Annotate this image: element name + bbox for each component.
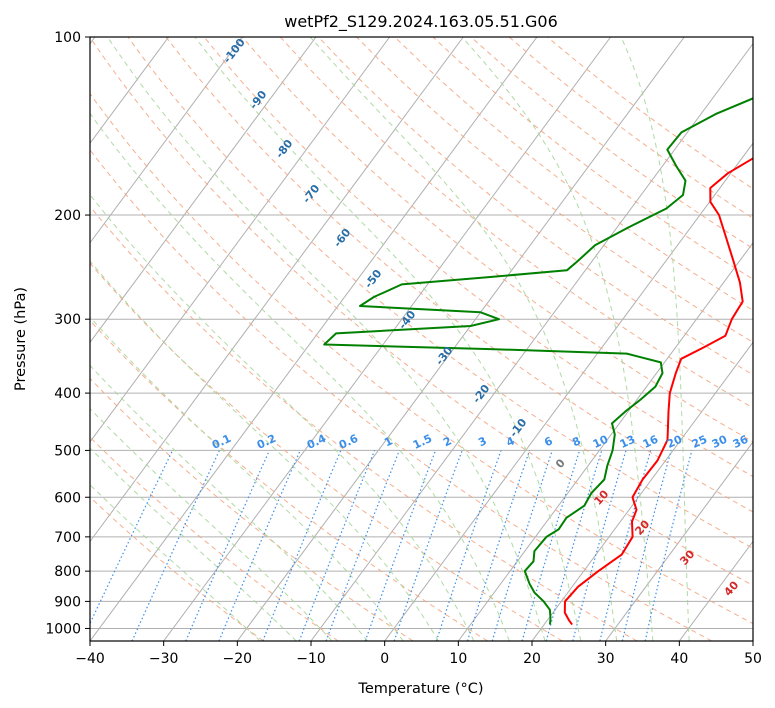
moist-adiabat — [90, 260, 439, 641]
moist-adiabat — [90, 447, 297, 641]
moist-adiabat — [90, 407, 333, 641]
dry-adiabat — [356, 37, 753, 343]
mixing-ratio-label: 25 — [690, 433, 709, 451]
y-axis-label: Pressure (hPa) — [13, 287, 29, 391]
mixing-ratio-line — [545, 450, 603, 641]
y-tick-label: 800 — [54, 564, 81, 580]
mixing-ratio-line — [621, 450, 672, 641]
x-tick-label: 0 — [380, 651, 389, 667]
mixing-ratio-label: 30 — [710, 433, 730, 451]
isotherm-line — [605, 441, 753, 641]
mixing-ratio-line — [218, 450, 301, 641]
mixing-ratio-line — [572, 450, 627, 641]
moist-adiabat — [90, 484, 261, 641]
isotherm-line — [531, 341, 753, 641]
isotherm-line — [236, 37, 685, 641]
x-axis-label: Temperature (°C) — [357, 681, 483, 697]
mixing-ratio-line — [435, 450, 502, 641]
dry-adiabat — [165, 37, 753, 513]
x-tick-label: −40 — [75, 651, 105, 667]
temperature-profile — [563, 157, 753, 626]
dewpoint-profile — [323, 97, 753, 625]
moist-adiabat — [90, 112, 510, 641]
x-tick-label: −10 — [296, 651, 326, 667]
isotherm-grid — [90, 37, 753, 641]
x-tick-label: 20 — [523, 651, 541, 667]
isotherm-line — [90, 37, 391, 443]
dry-adiabat — [90, 37, 753, 587]
mixing-ratio-line — [599, 450, 652, 641]
y-tick-label: 200 — [54, 208, 81, 224]
x-tick-label: 40 — [670, 651, 688, 667]
moist-adiabat — [90, 193, 475, 641]
mixing-ratio-line — [491, 450, 553, 641]
mixing-ratio-label: 10 — [591, 433, 611, 451]
mixing-ratio-lines — [90, 450, 693, 641]
y-tick-label: 400 — [54, 386, 81, 402]
y-axis: 1000 900 800 700 600 500 400 300 200 100 — [45, 30, 90, 637]
dry-adiabat — [127, 37, 753, 549]
mixing-ratio-line — [644, 450, 693, 641]
dry-adiabat — [90, 92, 753, 625]
isotherm-line — [384, 142, 753, 641]
x-tick-label: 50 — [744, 651, 762, 667]
x-tick-label: 30 — [597, 651, 615, 667]
dry-adiabat — [90, 149, 712, 641]
y-tick-label: 1000 — [45, 621, 81, 637]
mixing-ratio-line — [262, 450, 342, 641]
dry-adiabat — [90, 377, 414, 641]
moist-adiabat — [107, 37, 546, 641]
isotherm-line — [90, 37, 170, 145]
plot-area: -100-90-80-70-60-50-40-30-20-100.1 0.2 0.4… — [90, 37, 753, 641]
chart-title: wetPf2_S129.2024.163.05.51.G06 — [284, 12, 558, 32]
y-tick-label: 600 — [54, 490, 81, 506]
moist-adiabat — [90, 364, 369, 641]
mixing-ratio-label: 16 — [641, 433, 661, 451]
dry-adiabat — [318, 37, 753, 376]
isotherm-line — [457, 241, 753, 641]
isotherm-line — [90, 37, 243, 244]
moist-adiabat — [620, 37, 690, 641]
isotherm-line — [90, 37, 317, 344]
mixing-ratio-line — [364, 450, 437, 641]
mixing-ratio-line — [466, 450, 531, 641]
mixing-ratio-line — [521, 450, 581, 641]
y-tick-label: 700 — [54, 530, 81, 546]
isotherm-line — [163, 37, 612, 641]
dry-adiabat — [241, 37, 753, 443]
moist-adiabat — [90, 316, 404, 641]
mixing-ratio-line — [185, 450, 270, 641]
mixing-ratio-label: 20 — [665, 433, 685, 451]
isotherm-line — [310, 42, 753, 641]
mixing-ratio-label: 13 — [618, 433, 637, 451]
plot-frame — [89, 36, 754, 642]
isotherm-line — [90, 37, 464, 543]
y-tick-label: 900 — [54, 594, 81, 610]
x-tick-label: −30 — [149, 651, 179, 667]
sounding-profiles — [323, 97, 753, 626]
mixing-ratio-line — [393, 450, 463, 641]
mixing-ratio-line — [325, 450, 400, 641]
dry-adiabat — [90, 205, 638, 641]
x-tick-label: 10 — [449, 651, 467, 667]
mixing-ratio-label: 36 — [731, 433, 751, 451]
x-tick-label: −20 — [223, 651, 253, 667]
x-axis: −40 −30 −20 −10 0 10 20 30 40 50 — [75, 641, 762, 667]
mixing-ratio-line — [298, 450, 376, 641]
y-tick-label: 300 — [54, 312, 81, 328]
y-tick-label: 500 — [54, 443, 81, 459]
y-tick-label: 100 — [54, 30, 81, 46]
isotherm-line — [90, 37, 538, 641]
